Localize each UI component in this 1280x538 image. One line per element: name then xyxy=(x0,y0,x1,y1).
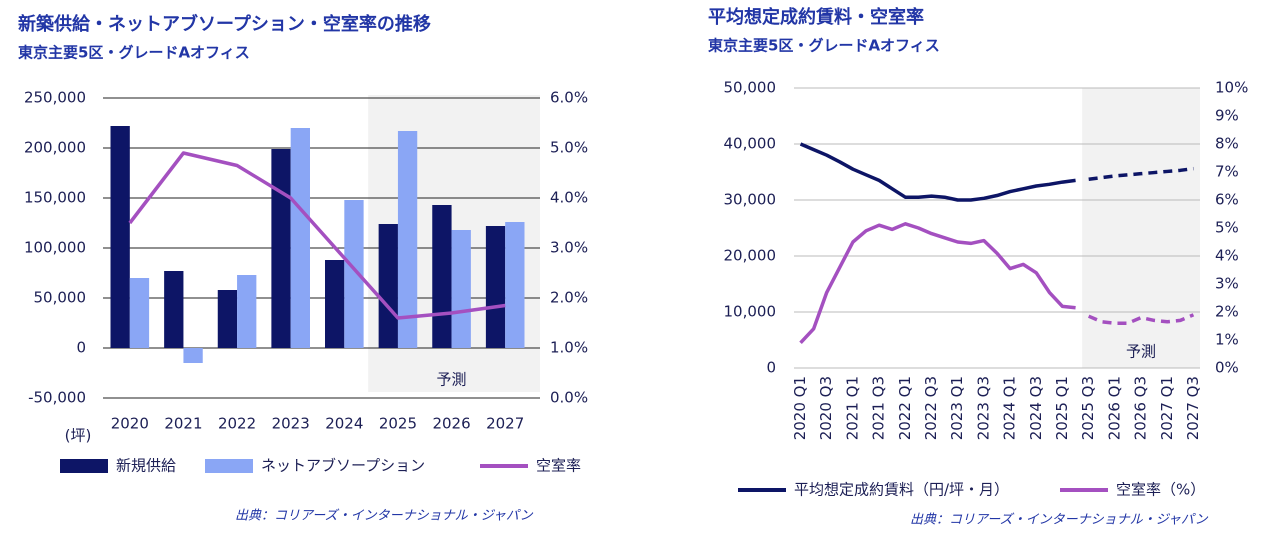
chart-title: 新築供給・ネットアブソープション・空室率の推移 xyxy=(18,13,431,35)
x-tick-label: 2020 Q1 xyxy=(791,376,809,440)
legend-label: 平均想定成約賃料（円/坪・月） xyxy=(794,481,1009,499)
y-tick-label: 10,000 xyxy=(724,303,777,321)
legend-label: 空室率（%） xyxy=(1116,481,1205,499)
y-tick-label: 0 xyxy=(766,359,776,377)
y2-tick-label: 5.0% xyxy=(550,139,588,157)
y2-tick-label: 3% xyxy=(1215,275,1239,293)
y-tick-label: 40,000 xyxy=(724,135,777,153)
y2-tick-label: 9% xyxy=(1215,107,1239,125)
y-tick-label: 250,000 xyxy=(24,89,86,107)
line xyxy=(799,222,1076,344)
legend-label: 新規供給 xyxy=(116,457,176,475)
line xyxy=(1088,166,1194,182)
y2-tick-label: 10% xyxy=(1215,79,1248,97)
y2-tick-label: 1% xyxy=(1215,331,1239,349)
line xyxy=(128,151,506,320)
legend-swatch xyxy=(60,459,108,473)
bar xyxy=(378,224,398,348)
x-tick-label: 2024 Q3 xyxy=(1027,376,1045,440)
y2-tick-label: 4% xyxy=(1215,247,1239,265)
y2-tick-label: 2% xyxy=(1215,303,1239,321)
bar xyxy=(432,205,452,348)
line xyxy=(799,142,1076,202)
x-tick-label: 2025 Q3 xyxy=(1079,376,1097,440)
chart-subtitle: 東京主要5区・グレードAオフィス xyxy=(18,44,250,62)
x-tick-label: 2022 xyxy=(218,415,256,433)
bar xyxy=(325,260,345,348)
y-tick-label: -50,000 xyxy=(28,389,86,407)
legend-label: ネットアブソープション xyxy=(261,457,425,475)
line xyxy=(1087,313,1195,325)
forecast-label: 予測 xyxy=(1126,343,1156,361)
x-tick-label: 2020 xyxy=(111,415,149,433)
bar xyxy=(290,128,310,348)
bar xyxy=(217,290,238,348)
x-tick-label: 2027 Q1 xyxy=(1158,376,1176,440)
bar xyxy=(164,271,184,348)
x-tick-label: 2020 Q3 xyxy=(817,376,835,440)
unit-label: (坪) xyxy=(65,427,92,445)
x-tick-label: 2022 Q3 xyxy=(922,376,940,440)
y2-tick-label: 6.0% xyxy=(550,89,588,107)
y2-tick-label: 3.0% xyxy=(550,239,588,257)
bar xyxy=(505,222,525,348)
bar xyxy=(183,348,203,363)
y-tick-label: 30,000 xyxy=(724,191,777,209)
bar xyxy=(271,149,291,348)
x-tick-label: 2026 xyxy=(432,415,470,433)
y2-tick-label: 0.0% xyxy=(550,389,588,407)
y2-tick-label: 7% xyxy=(1215,163,1239,181)
y-tick-label: 100,000 xyxy=(24,239,86,257)
x-tick-label: 2022 Q1 xyxy=(896,376,914,440)
x-tick-label: 2021 Q1 xyxy=(843,376,861,440)
x-tick-label: 2025 xyxy=(379,415,417,433)
x-tick-label: 2021 Q3 xyxy=(870,376,888,440)
y-tick-label: 0 xyxy=(76,339,86,357)
chart-title: 平均想定成約賃料・空室率 xyxy=(708,6,924,28)
bar xyxy=(110,126,130,348)
y2-tick-label: 4.0% xyxy=(550,189,588,207)
bar xyxy=(129,278,150,348)
bar xyxy=(344,200,364,348)
legend-swatch xyxy=(205,459,253,473)
legend-label: 空室率 xyxy=(536,457,581,475)
x-tick-label: 2026 Q1 xyxy=(1105,376,1123,440)
y-tick-label: 50,000 xyxy=(34,289,87,307)
x-tick-label: 2023 xyxy=(272,415,310,433)
x-tick-label: 2023 Q3 xyxy=(974,376,992,440)
x-tick-label: 2027 Q3 xyxy=(1184,376,1202,440)
bar xyxy=(485,226,506,348)
forecast-area xyxy=(1082,88,1200,368)
chart-subtitle: 東京主要5区・グレードAオフィス xyxy=(708,37,940,55)
y2-tick-label: 1.0% xyxy=(550,339,588,357)
source: 出典：コリアーズ・インターナショナル・ジャパン xyxy=(910,512,1209,528)
y2-tick-label: 5% xyxy=(1215,219,1239,237)
y-tick-label: 20,000 xyxy=(724,247,777,265)
bar xyxy=(237,275,257,348)
y-tick-label: 200,000 xyxy=(24,139,86,157)
x-tick-label: 2021 xyxy=(164,415,202,433)
bar xyxy=(397,131,418,348)
x-tick-label: 2024 Q1 xyxy=(1001,376,1019,440)
y2-tick-label: 2.0% xyxy=(550,289,588,307)
x-tick-label: 2023 Q1 xyxy=(948,376,966,440)
y2-tick-label: 6% xyxy=(1215,191,1239,209)
y-tick-label: 150,000 xyxy=(24,189,86,207)
y2-tick-label: 0% xyxy=(1215,359,1239,377)
x-tick-label: 2024 xyxy=(325,415,363,433)
bar xyxy=(451,230,471,348)
y2-tick-label: 8% xyxy=(1215,135,1239,153)
x-tick-label: 2027 xyxy=(486,415,524,433)
x-tick-label: 2025 Q1 xyxy=(1053,376,1071,440)
source: 出典：コリアーズ・インターナショナル・ジャパン xyxy=(235,508,534,524)
x-tick-label: 2026 Q3 xyxy=(1132,376,1150,440)
y-tick-label: 50,000 xyxy=(724,79,777,97)
forecast-label: 予測 xyxy=(437,371,467,389)
